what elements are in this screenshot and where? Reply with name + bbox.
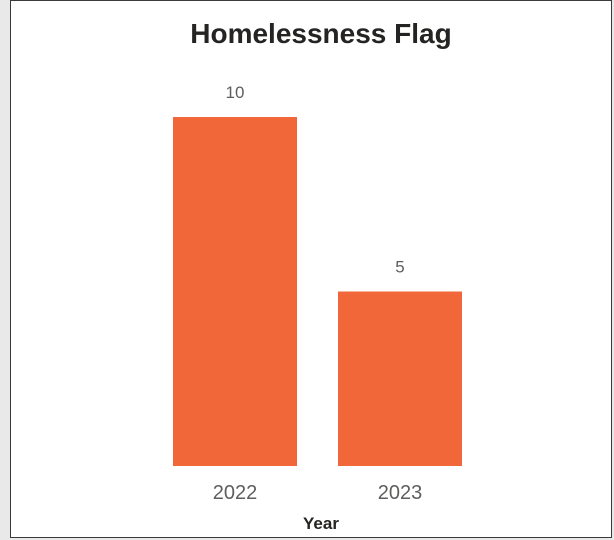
data-label-2022: 10 [226,83,245,102]
x-tick-label-2022: 2022 [213,482,258,504]
chart-title: Homelessness Flag [190,18,451,49]
x-axis-title: Year [303,514,339,533]
bar-group [173,117,462,466]
data-label-2023: 5 [395,258,404,277]
bar-chart: Homelessness Flag 10 5 2022 2023 Year [173,18,462,533]
bar-2023[interactable] [338,291,462,467]
bar-2022[interactable] [173,117,297,466]
data-label-group: 10 5 [226,83,405,277]
x-tick-label-group: 2022 2023 [213,482,423,504]
x-tick-label-2023: 2023 [378,482,423,504]
chart-visual-container: Homelessness Flag 10 5 2022 2023 Year [10,0,612,538]
